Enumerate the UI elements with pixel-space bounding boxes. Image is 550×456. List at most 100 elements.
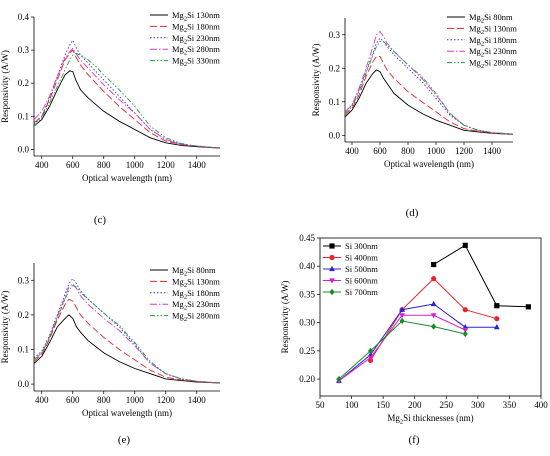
x-axis-title: Optical wavelength (nm) xyxy=(82,173,172,183)
y-tick-label: 0.25 xyxy=(299,346,315,356)
series-line xyxy=(33,52,221,149)
x-tick-label: 1000 xyxy=(427,146,446,156)
panel-label: (f) xyxy=(409,434,420,446)
x-tick-label: 400 xyxy=(345,146,359,156)
panel-label: (c) xyxy=(94,214,107,226)
data-point xyxy=(329,265,335,272)
series-line xyxy=(338,320,466,380)
x-tick-label: 200 xyxy=(408,400,422,410)
legend-label: Mg2Si 130nm xyxy=(172,10,220,23)
y-tick-label: 0.0 xyxy=(18,144,30,154)
data-point xyxy=(329,243,335,249)
panel-e: 400 600 800 1000 1200 1400 0.0 0.1 0.2 0.3 Optical… xyxy=(0,263,220,446)
data-point xyxy=(367,355,374,361)
data-point xyxy=(431,276,437,282)
x-axis-title: Optical wavelength (nm) xyxy=(82,408,172,418)
legend-label: Mg2Si 130nm xyxy=(469,23,517,36)
y-tick-label: 0.35 xyxy=(299,289,315,299)
y-tick-label: 0.40 xyxy=(299,261,315,271)
legend-label: Mg2Si 230nm xyxy=(172,33,220,46)
data-point xyxy=(399,313,405,319)
x-tick-label: 800 xyxy=(401,146,415,156)
legend-label: Mg2Si 230nm xyxy=(469,46,517,59)
y-tick-label: 0.3 xyxy=(18,275,30,285)
legend-label: Si 600nm xyxy=(345,276,378,286)
x-tick-label: 1400 xyxy=(188,160,207,170)
legend-label: Si 300nm xyxy=(345,241,378,251)
y-axis-title: Responsivity (A/W) xyxy=(0,291,10,364)
data-point xyxy=(329,254,335,261)
x-tick-label: 400 xyxy=(35,160,49,170)
series-line xyxy=(33,49,221,149)
series-line xyxy=(33,298,221,384)
data-point xyxy=(329,278,335,284)
data-point xyxy=(430,313,437,319)
y-tick-label: 0.0 xyxy=(329,130,341,140)
y-tick-label: 0.2 xyxy=(18,78,29,88)
data-point xyxy=(367,347,374,355)
x-tick-label: 1400 xyxy=(188,395,207,405)
data-point xyxy=(399,317,405,325)
series-line xyxy=(33,314,221,384)
x-tick-label: 600 xyxy=(373,146,387,156)
series-line xyxy=(344,69,514,135)
x-tick-label: 600 xyxy=(66,160,80,170)
panel-label: (d) xyxy=(406,207,419,219)
data-point xyxy=(430,300,437,307)
x-tick-label: 50 xyxy=(316,400,326,410)
data-point xyxy=(431,261,437,268)
panel-f: 50 100 150 200 250 300 350 400 0.20 0.25 0.30 0.35 0… xyxy=(280,233,548,446)
series-line xyxy=(344,41,514,135)
legend-label: Mg2Si 330nm xyxy=(172,56,220,69)
y-tick-label: 0.1 xyxy=(329,97,340,107)
x-tick-label: 1200 xyxy=(157,395,176,405)
y-tick-label: 0.3 xyxy=(329,30,341,40)
plot-frame xyxy=(319,237,542,397)
series-line xyxy=(338,314,466,382)
panel-c: 400 600 800 1000 1200 1400 0.0 0.1 0.2 0.3 0.4 Opti… xyxy=(0,10,220,226)
panel-d: 400 600 800 1000 1200 1400 0.0 0.1 0.2 0.3 Optical… xyxy=(311,12,517,219)
data-point xyxy=(493,324,500,330)
data-point xyxy=(399,306,405,312)
x-tick-label: 800 xyxy=(97,395,111,405)
legend-label: Mg2Si 280nm xyxy=(172,311,220,324)
x-axis-title: Mg2Si thicknesses (nm) xyxy=(387,413,473,426)
x-tick-label: 1200 xyxy=(455,146,474,156)
data-point xyxy=(525,304,531,310)
legend-label: Mg2Si 130nm xyxy=(172,276,220,289)
series-line xyxy=(33,47,221,149)
y-tick-label: 0.3 xyxy=(18,45,30,55)
y-axis-title: Responsivity (A/W) xyxy=(311,44,321,117)
x-tick-label: 250 xyxy=(440,400,454,410)
legend-label: Mg2Si 80nm xyxy=(172,265,216,278)
data-point xyxy=(336,375,342,383)
y-tick-label: 0.2 xyxy=(329,63,340,73)
legend-label: Si 700nm xyxy=(345,287,378,297)
series-line xyxy=(33,39,221,149)
series-line xyxy=(344,37,514,135)
y-axis-title: Responsivity (A/W) xyxy=(280,281,290,354)
y-tick-label: 0.0 xyxy=(18,379,30,389)
x-tick-label: 1200 xyxy=(157,160,176,170)
data-point xyxy=(462,242,468,248)
legend-label: Mg2Si 280nm xyxy=(469,58,517,71)
y-tick-label: 0.1 xyxy=(18,344,29,354)
data-point xyxy=(462,307,468,313)
data-point xyxy=(329,288,335,296)
y-tick-label: 0.4 xyxy=(18,12,30,22)
x-tick-label: 1400 xyxy=(483,146,502,156)
x-tick-label: 1000 xyxy=(126,160,145,170)
series-line xyxy=(33,70,221,149)
legend-label: Si 500nm xyxy=(345,264,378,274)
data-point xyxy=(462,330,468,338)
x-tick-label: 100 xyxy=(345,400,359,410)
series-line xyxy=(33,284,221,384)
legend-label: Si 400nm xyxy=(345,253,378,263)
x-tick-label: 600 xyxy=(66,395,80,405)
series-line xyxy=(338,303,497,382)
data-point xyxy=(431,323,437,330)
y-tick-label: 0.20 xyxy=(299,374,315,384)
y-tick-label: 0.45 xyxy=(299,233,315,243)
x-axis-title: Optical wavelength (nm) xyxy=(384,159,474,169)
